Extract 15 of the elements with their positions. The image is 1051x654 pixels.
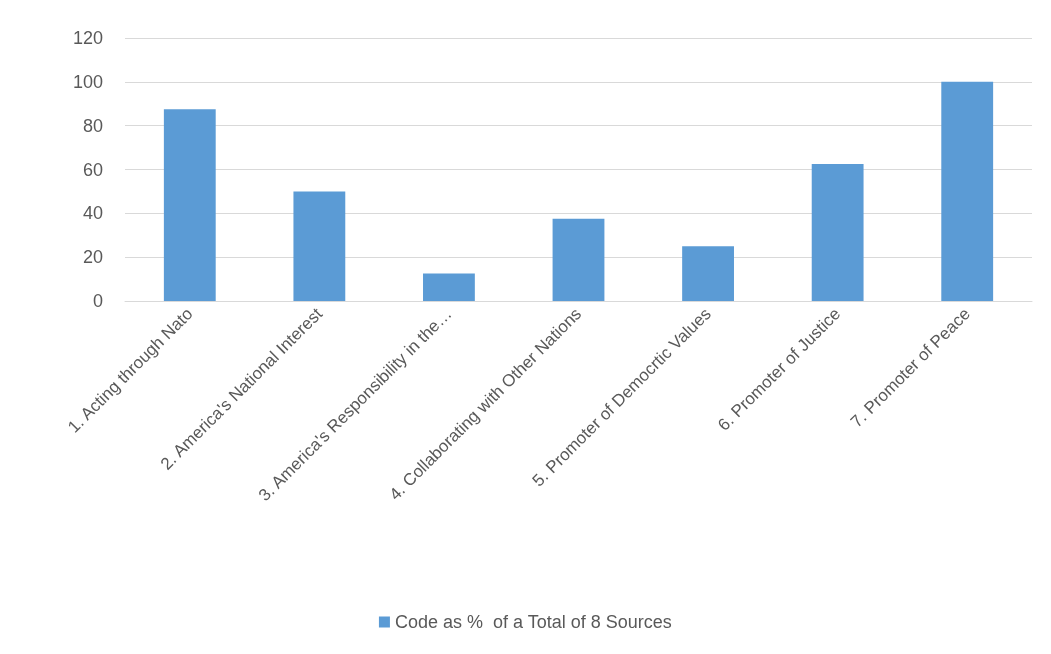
bar: [682, 246, 734, 301]
bar: [163, 109, 216, 301]
y-tick-label: 100: [72, 71, 103, 92]
y-tick-label: 120: [72, 28, 103, 48]
y-tick-label: 80: [82, 115, 103, 136]
y-tick-label: 0: [92, 291, 103, 311]
bar: [293, 191, 346, 301]
legend-label: Code as % of a Total of 8 Sources: [394, 612, 672, 632]
y-tick-label: 40: [82, 203, 103, 224]
bar: [811, 164, 864, 301]
y-tick-label: 20: [82, 247, 103, 268]
bar: [423, 273, 475, 301]
bar: [941, 81, 994, 301]
y-tick-label: 60: [82, 159, 103, 180]
bar: [552, 218, 605, 301]
